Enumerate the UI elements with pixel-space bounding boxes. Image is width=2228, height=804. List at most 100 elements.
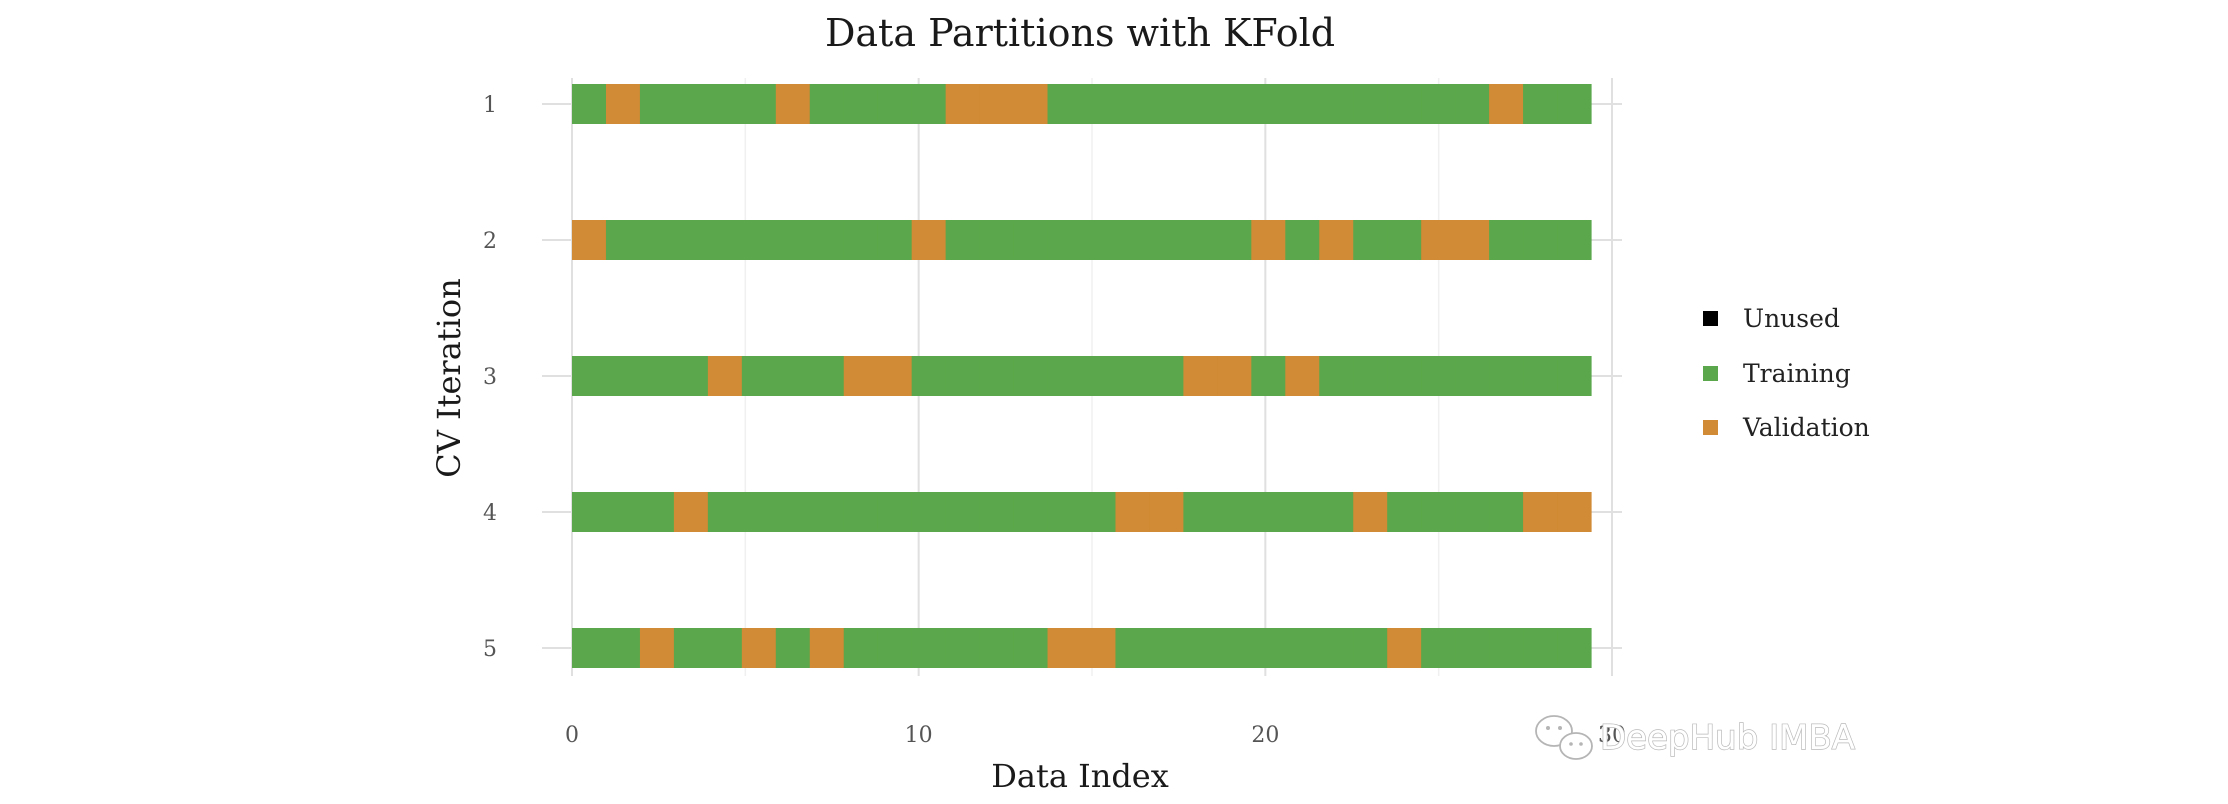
x-tick-label: 10 <box>905 723 933 748</box>
training-cell <box>1149 628 1184 668</box>
training-cell <box>1489 220 1524 260</box>
training-cell <box>1319 84 1354 124</box>
training-cell <box>1047 356 1083 396</box>
x-axis-ticks: 0 10 20 30 <box>565 723 1626 748</box>
validation-cell <box>572 220 607 260</box>
training-cell <box>1251 492 1286 532</box>
validation-cell <box>1149 492 1184 532</box>
chart-title: Data Partitions with KFold <box>825 11 1335 55</box>
training-cell <box>1013 220 1049 260</box>
training-cell <box>1455 84 1490 124</box>
training-cell <box>1149 84 1184 124</box>
validation-cell <box>1319 220 1354 260</box>
legend-item: Unused <box>1703 304 1840 333</box>
validation-cell <box>1455 220 1490 260</box>
training-cell <box>1013 356 1049 396</box>
validation-cell <box>639 628 675 668</box>
x-tick-label: 0 <box>565 723 579 748</box>
training-cell <box>1387 492 1422 532</box>
training-cell <box>639 220 675 260</box>
training-cell <box>1387 220 1422 260</box>
training-cell <box>911 492 947 532</box>
training-cell <box>877 628 913 668</box>
validation-cell <box>945 84 981 124</box>
y-tick-label: 3 <box>483 365 497 390</box>
legend: Unused Training Validation <box>1703 304 1870 442</box>
training-cell <box>605 628 641 668</box>
legend-label: Validation <box>1742 413 1870 442</box>
training-cell <box>945 628 981 668</box>
training-cell <box>572 356 607 396</box>
training-cell <box>843 220 879 260</box>
training-cell <box>1251 356 1286 396</box>
training-cell <box>1421 628 1456 668</box>
x-tick-label: 20 <box>1251 723 1279 748</box>
training-cell <box>1081 220 1117 260</box>
training-cell <box>1217 628 1252 668</box>
y-tick-label: 2 <box>483 229 497 254</box>
training-cell <box>945 220 981 260</box>
training-cell <box>979 628 1015 668</box>
training-cell <box>1353 356 1388 396</box>
validation-cell <box>1081 628 1117 668</box>
validation-cell <box>979 84 1015 124</box>
training-cell <box>1115 84 1151 124</box>
training-cell <box>572 492 607 532</box>
y-tick-label: 1 <box>483 93 497 118</box>
training-cell <box>1251 628 1286 668</box>
training-cell <box>1421 356 1456 396</box>
training-cell <box>1489 492 1524 532</box>
y-tick-label: 5 <box>483 637 497 662</box>
training-cell <box>1183 84 1218 124</box>
training-cell <box>1047 492 1083 532</box>
validation-cell <box>1183 356 1218 396</box>
training-cell <box>1455 356 1490 396</box>
y-tick-label: 4 <box>483 501 497 526</box>
legend-item: Training <box>1703 359 1851 388</box>
validation-cell <box>1353 492 1388 532</box>
validation-cell <box>1217 356 1252 396</box>
training-cell <box>1149 220 1184 260</box>
training-cell <box>741 84 777 124</box>
legend-label: Unused <box>1743 304 1840 333</box>
training-cell <box>1353 84 1388 124</box>
training-cell <box>673 84 709 124</box>
training-cell <box>1523 84 1558 124</box>
training-cell <box>1421 84 1456 124</box>
x-tick-label: 30 <box>1598 723 1626 748</box>
training-cell <box>1557 356 1592 396</box>
legend-swatch <box>1703 311 1718 326</box>
training-cell <box>1285 84 1320 124</box>
training-cell <box>1455 628 1490 668</box>
validation-cell <box>673 492 709 532</box>
training-cell <box>979 220 1015 260</box>
training-cell <box>1081 356 1117 396</box>
x-axis-title: Data Index <box>991 757 1169 795</box>
watermark: DeepHub IMBA <box>1535 715 1856 760</box>
training-cell <box>1217 84 1252 124</box>
training-cell <box>1115 356 1151 396</box>
training-cell <box>605 220 641 260</box>
training-cell <box>1319 492 1354 532</box>
training-cell <box>877 220 913 260</box>
training-cell <box>639 84 675 124</box>
validation-cell <box>605 84 641 124</box>
training-cell <box>1387 356 1422 396</box>
validation-cell <box>1047 628 1083 668</box>
training-cell <box>1489 356 1524 396</box>
training-cell <box>1285 492 1320 532</box>
training-cell <box>809 84 845 124</box>
training-cell <box>673 628 709 668</box>
validation-cell <box>843 356 879 396</box>
validation-cell <box>1489 84 1524 124</box>
training-cell <box>843 84 879 124</box>
training-cell <box>1319 628 1354 668</box>
validation-cell <box>775 84 811 124</box>
training-cell <box>1387 84 1422 124</box>
training-cell <box>1557 220 1592 260</box>
training-cell <box>1353 628 1388 668</box>
plot-area <box>572 84 1592 668</box>
training-cell <box>1013 628 1049 668</box>
validation-cell <box>877 356 913 396</box>
